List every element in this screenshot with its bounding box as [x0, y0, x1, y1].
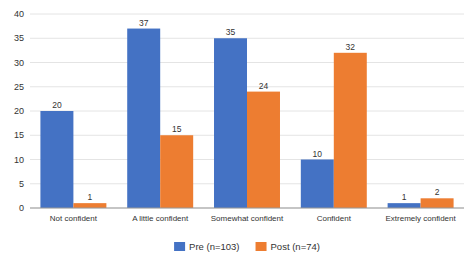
grid [30, 14, 464, 208]
legend: Pre (n=103) Post (n=74) [174, 241, 320, 252]
data-labels: 20 37 35 10 1 1 15 24 32 2 [52, 18, 440, 203]
bar [334, 53, 367, 208]
legend-label: Pre (n=103) [189, 241, 239, 252]
data-label: 32 [346, 42, 356, 52]
bar [73, 203, 106, 208]
data-label: 20 [52, 100, 62, 110]
y-tick-label: 10 [14, 155, 24, 165]
bar [388, 203, 421, 208]
data-label: 37 [139, 18, 149, 28]
x-tick-label: Not confident [50, 214, 98, 223]
bar [127, 29, 160, 208]
grid-line [30, 208, 464, 209]
bar [214, 38, 247, 208]
legend-label: Post (n=74) [271, 241, 320, 252]
data-label: 24 [259, 81, 269, 91]
bar [160, 135, 193, 208]
data-label: 35 [226, 27, 236, 37]
y-tick-label: 0 [19, 203, 24, 213]
grid-line [30, 14, 464, 15]
bar [421, 198, 454, 208]
y-axis: 0 5 10 15 20 25 30 35 40 [14, 9, 24, 213]
legend-item: Post (n=74) [256, 241, 320, 252]
y-tick-label: 15 [14, 130, 24, 140]
legend-swatch [174, 242, 185, 251]
y-tick-label: 25 [14, 82, 24, 92]
x-tick-label: Extremely confident [385, 214, 456, 223]
x-tick-label: A little confident [132, 214, 189, 223]
legend-swatch [256, 242, 267, 251]
y-tick-label: 5 [19, 179, 24, 189]
y-tick-label: 40 [14, 9, 24, 19]
y-tick-label: 35 [14, 33, 24, 43]
bar [247, 92, 280, 208]
data-label: 2 [435, 187, 440, 197]
y-tick-label: 30 [14, 58, 24, 68]
legend-item: Pre (n=103) [174, 241, 239, 252]
x-tick-label: Confident [317, 214, 352, 223]
x-axis-line [30, 208, 464, 209]
x-axis: Not confident A little confident Somewhat … [50, 214, 457, 223]
chart: 0 5 10 15 20 25 30 35 40 20 37 35 10 1 1 15 24 32 2 Not con… [0, 0, 474, 258]
data-label: 1 [402, 192, 407, 202]
data-label: 1 [88, 192, 93, 202]
chart-container: 0 5 10 15 20 25 30 35 40 20 37 35 10 1 1 15 24 32 2 Not con… [0, 0, 474, 258]
data-label: 10 [313, 149, 323, 159]
x-tick-label: Somewhat confident [211, 214, 284, 223]
bar [301, 160, 334, 209]
data-label: 15 [172, 124, 182, 134]
bars [40, 29, 453, 208]
y-tick-label: 20 [14, 106, 24, 116]
bar [40, 111, 73, 208]
